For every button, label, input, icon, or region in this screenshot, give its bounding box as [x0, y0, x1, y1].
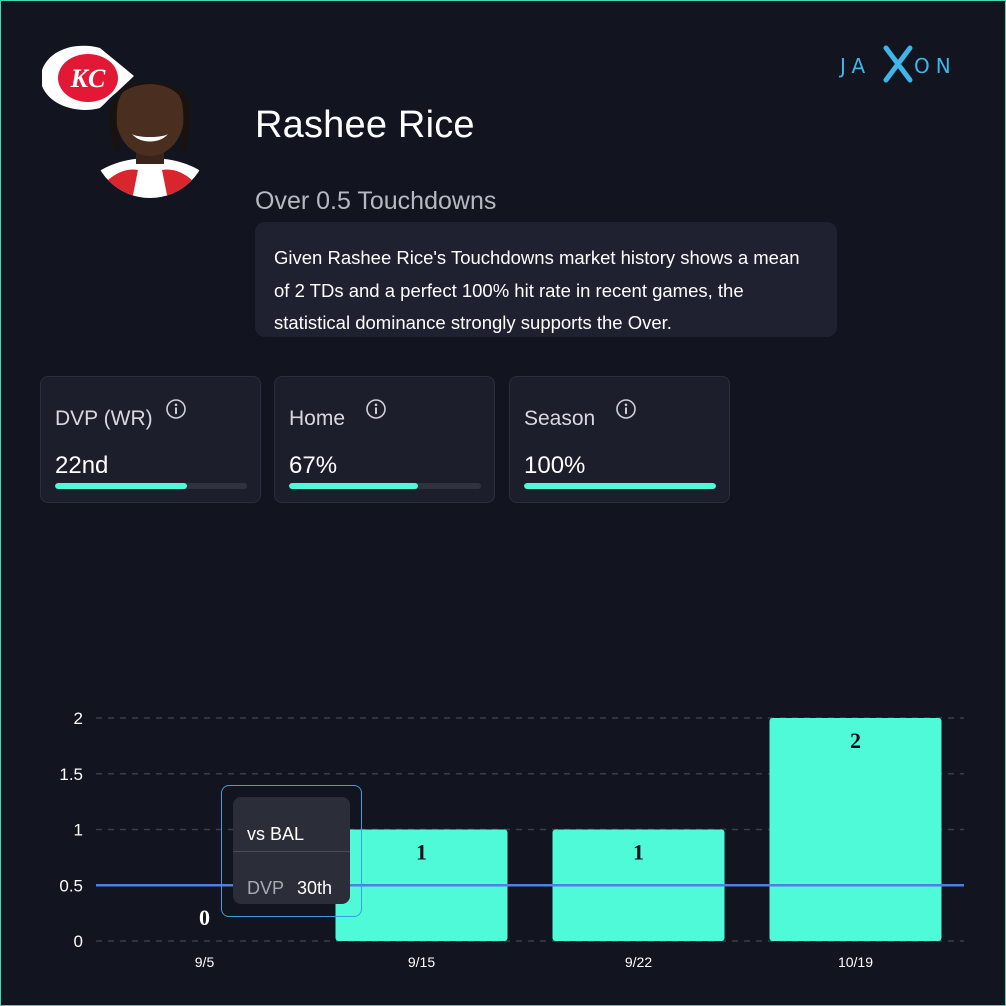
- player-headshot: [92, 82, 208, 198]
- stat-card-season: Season 100%: [509, 376, 730, 503]
- stat-card-dvp: DVP (WR) 22nd: [40, 376, 261, 503]
- team-logo-text: KC: [70, 64, 106, 93]
- stat-label: Season: [524, 407, 596, 430]
- stat-progress-fill: [524, 483, 716, 489]
- svg-text:JA: JA: [838, 54, 871, 78]
- stat-card-home: Home 67%: [274, 376, 495, 503]
- stat-progress-fill: [289, 483, 418, 489]
- stat-label: Home: [289, 407, 346, 430]
- tooltip-divider: [233, 851, 350, 852]
- stat-value: 100%: [524, 452, 586, 479]
- tooltip-dvp-value: 30th: [297, 878, 333, 898]
- stat-progress-fill: [55, 483, 188, 489]
- player-name: Rashee Rice: [255, 104, 475, 146]
- bar-data-label: 0: [199, 905, 210, 930]
- stat-progress-track: [524, 483, 716, 489]
- touchdowns-bar-chart: 0 0.5 1 1.5 2 0 9/5 1 9/15 1 9/22 2 10/19: [59, 709, 964, 970]
- info-icon[interactable]: [165, 398, 187, 420]
- info-icon[interactable]: [615, 398, 637, 420]
- y-tick-label: 2: [74, 709, 83, 728]
- x-tick-label: 10/19: [838, 954, 873, 970]
- stat-label: DVP (WR): [55, 407, 153, 430]
- stat-value: 67%: [289, 452, 338, 479]
- stat-progress-track: [55, 483, 247, 489]
- stat-value: 22nd: [55, 452, 109, 479]
- bar-tooltip: vs BAL DVP 30th: [221, 785, 362, 917]
- chiefs-arrowhead-logo: KC: [42, 45, 134, 110]
- bar-data-label: 2: [850, 728, 861, 753]
- analysis-summary: Given Rashee Rice's Touchdowns market hi…: [255, 222, 837, 337]
- stat-progress-track: [289, 483, 481, 489]
- tooltip-dvp-label: DVP: [247, 878, 285, 898]
- x-tick-label: 9/15: [408, 954, 435, 970]
- tooltip-opponent: vs BAL: [247, 824, 305, 844]
- bar-data-label: 1: [633, 840, 644, 865]
- y-tick-label: 1.5: [59, 765, 83, 784]
- x-tick-label: 9/22: [625, 954, 652, 970]
- tooltip-body: vs BAL DVP 30th: [233, 797, 350, 904]
- bar-data-label: 1: [416, 840, 427, 865]
- svg-text:ON: ON: [914, 54, 957, 78]
- y-tick-label: 1: [74, 821, 83, 840]
- jaxon-logo: JA ON: [838, 45, 957, 83]
- y-tick-label: 0: [74, 932, 83, 951]
- x-tick-label: 9/5: [195, 954, 215, 970]
- market-title: Over 0.5 Touchdowns: [255, 187, 497, 215]
- y-tick-label: 0.5: [59, 876, 83, 895]
- info-icon[interactable]: [365, 398, 387, 420]
